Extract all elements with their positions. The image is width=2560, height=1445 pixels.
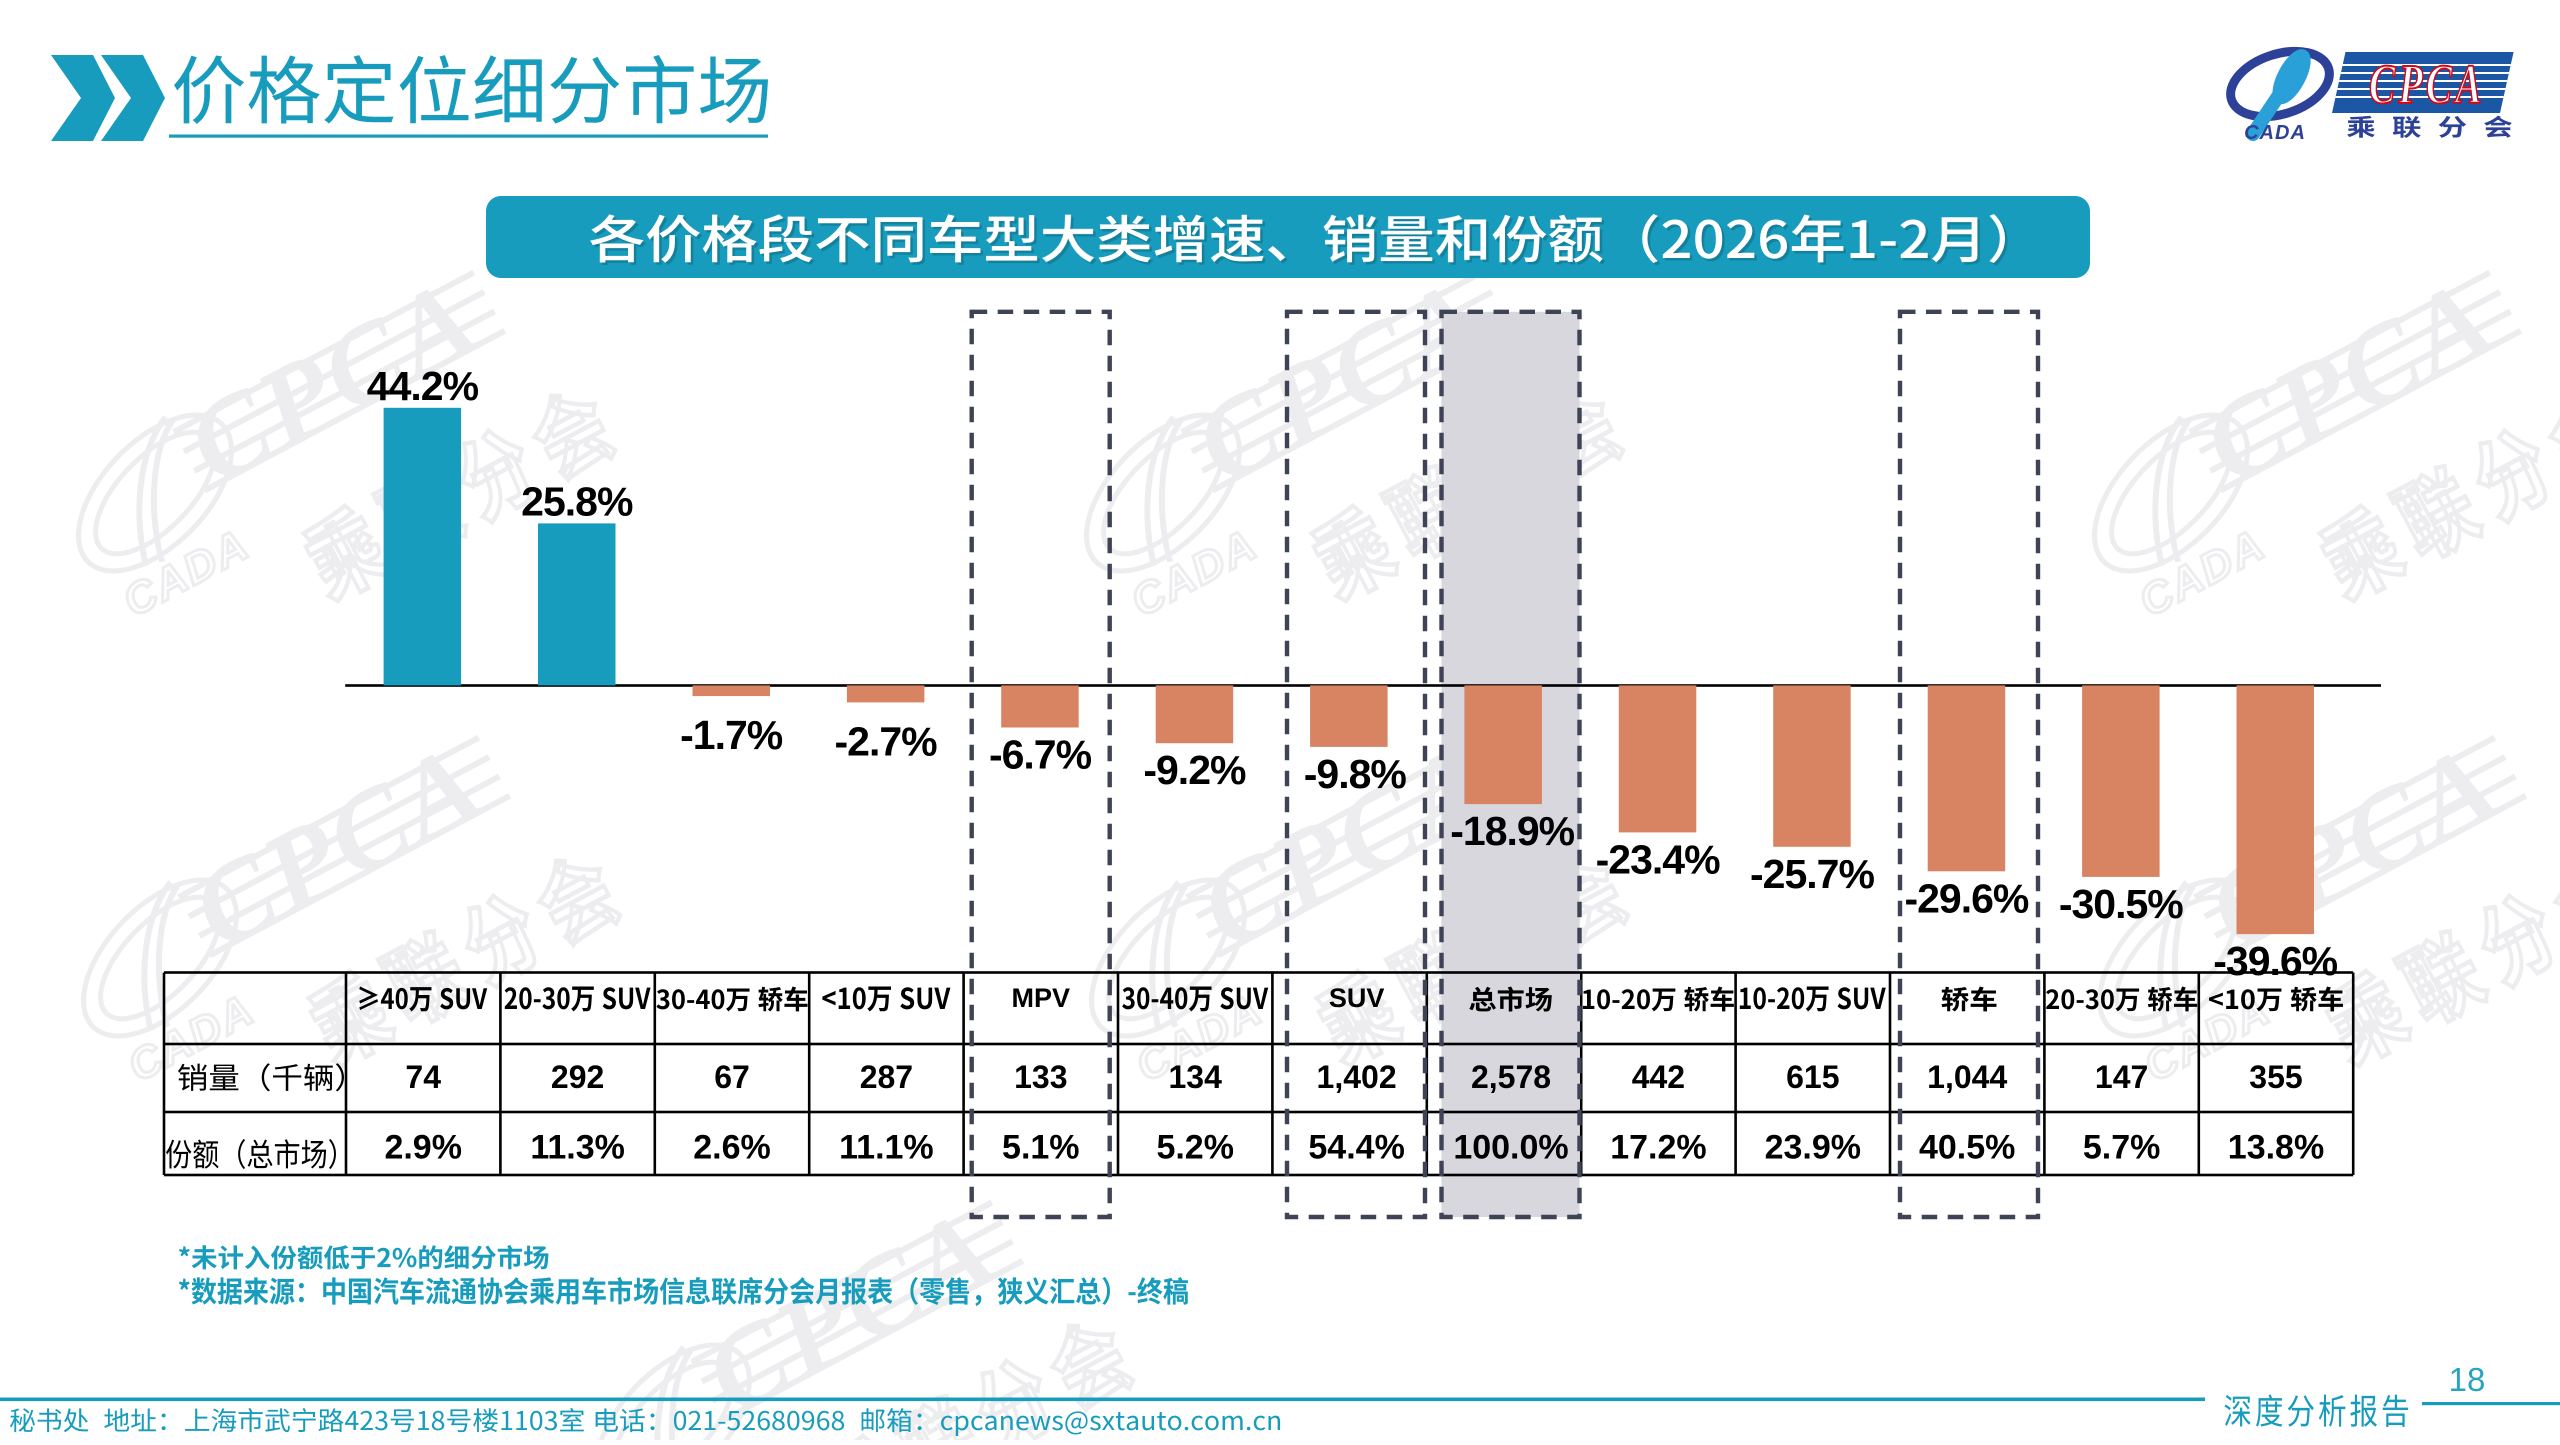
svg-text:-25.7%: -25.7%: [1750, 851, 1874, 897]
svg-text:25.8%: 25.8%: [521, 478, 633, 524]
svg-text:355: 355: [2249, 1059, 2302, 1095]
svg-text:2,578: 2,578: [1471, 1059, 1551, 1095]
svg-text:54.4%: 54.4%: [1308, 1129, 1404, 1167]
svg-text:40.5%: 40.5%: [1919, 1129, 2015, 1167]
svg-text:442: 442: [1632, 1059, 1685, 1095]
svg-text:5.2%: 5.2%: [1156, 1129, 1234, 1167]
svg-text:-29.6%: -29.6%: [1904, 875, 2028, 921]
svg-text:SUV: SUV: [1329, 983, 1385, 1013]
svg-text:-1.7%: -1.7%: [680, 712, 783, 758]
svg-text:-18.9%: -18.9%: [1450, 808, 1574, 854]
svg-text:CADA: CADA: [2244, 122, 2306, 144]
svg-text:-9.2%: -9.2%: [1143, 747, 1246, 793]
svg-text:44.2%: 44.2%: [367, 363, 479, 409]
svg-text:67: 67: [714, 1059, 750, 1095]
svg-text:615: 615: [1786, 1059, 1839, 1095]
svg-text:133: 133: [1014, 1059, 1067, 1095]
svg-text:2.9%: 2.9%: [384, 1129, 462, 1167]
svg-text:74: 74: [405, 1059, 441, 1095]
svg-text:CPCA: CPCA: [2369, 53, 2485, 116]
svg-text:-6.7%: -6.7%: [989, 732, 1092, 778]
svg-text:100.0%: 100.0%: [1453, 1129, 1568, 1167]
svg-text:13.8%: 13.8%: [2228, 1129, 2324, 1167]
svg-text:-39.6%: -39.6%: [2213, 938, 2337, 984]
svg-text:5.7%: 5.7%: [2083, 1129, 2161, 1167]
svg-text:11.1%: 11.1%: [839, 1129, 934, 1167]
svg-text:18: 18: [2449, 1361, 2486, 1398]
svg-text:292: 292: [551, 1059, 604, 1095]
svg-text:11.3%: 11.3%: [530, 1129, 625, 1167]
svg-text:134: 134: [1169, 1059, 1223, 1095]
svg-text:1,044: 1,044: [1927, 1059, 2007, 1095]
svg-text:287: 287: [860, 1059, 913, 1095]
svg-text:-30.5%: -30.5%: [2059, 881, 2183, 927]
svg-text:5.1%: 5.1%: [1002, 1129, 1080, 1167]
svg-text:-23.4%: -23.4%: [1596, 836, 1720, 882]
svg-text:-9.8%: -9.8%: [1304, 751, 1407, 797]
svg-text:17.2%: 17.2%: [1610, 1129, 1706, 1167]
svg-text:MPV: MPV: [1012, 983, 1071, 1013]
svg-text:2.6%: 2.6%: [693, 1129, 771, 1167]
svg-text:147: 147: [2095, 1059, 2148, 1095]
svg-text:1,402: 1,402: [1317, 1059, 1397, 1095]
svg-text:-2.7%: -2.7%: [835, 718, 938, 764]
svg-text:23.9%: 23.9%: [1765, 1129, 1861, 1167]
